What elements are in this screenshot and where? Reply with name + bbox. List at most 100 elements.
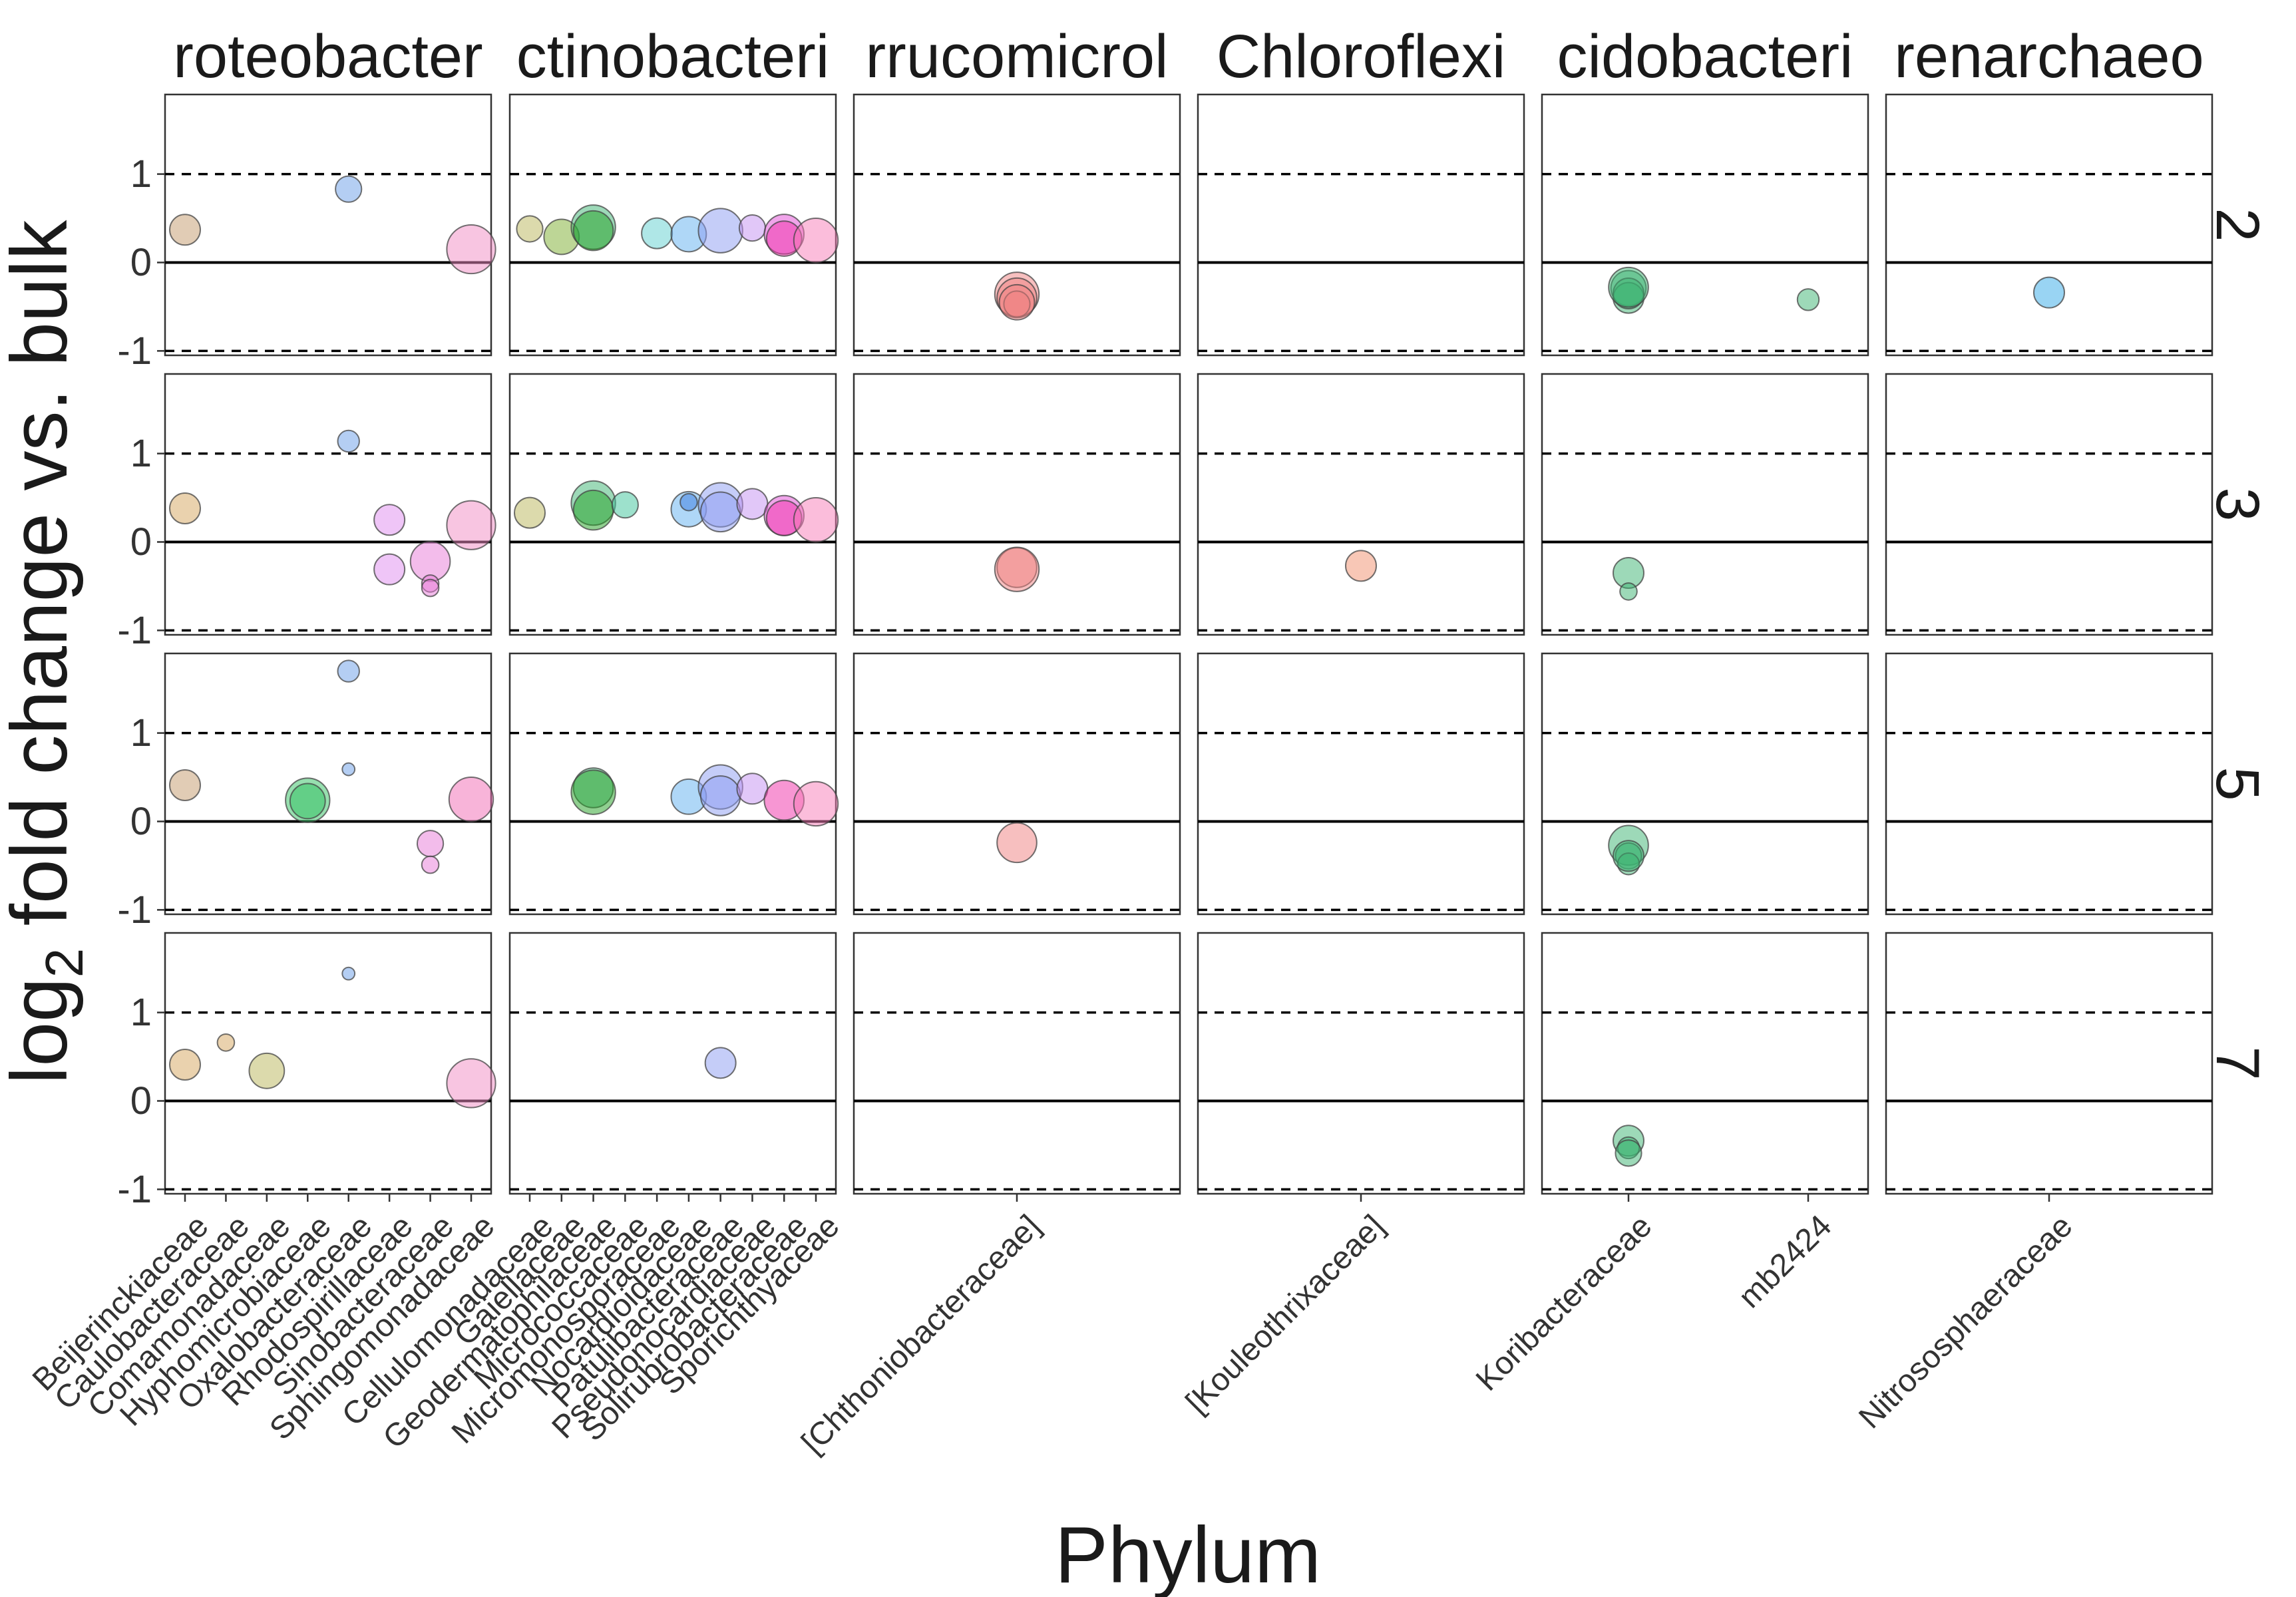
data-point: [1796, 288, 1820, 311]
data-point: [1613, 840, 1644, 872]
facet-panel: [164, 373, 492, 636]
facet-panel: [1885, 652, 2213, 916]
facet-panel: [853, 652, 1181, 916]
facet-panel: [853, 932, 1181, 1195]
data-point: [373, 553, 406, 586]
row-facet-label: 3: [2203, 487, 2271, 521]
facet-panel: [164, 93, 492, 357]
data-point: [697, 208, 743, 254]
panel-border: [1197, 373, 1525, 636]
y-tick-label: 0: [130, 800, 152, 843]
data-point: [169, 214, 201, 246]
strip-title: renarchaeo: [1894, 23, 2203, 90]
data-point: [570, 769, 616, 815]
data-point: [641, 217, 673, 250]
panel-border: [1541, 373, 1869, 636]
data-point: [572, 489, 614, 531]
panel-border: [1541, 93, 1869, 357]
data-point: [373, 504, 406, 536]
data-point: [793, 781, 839, 827]
y-tick-label: 0: [130, 241, 152, 284]
panel-border: [508, 652, 837, 916]
facet-panel: [1197, 932, 1525, 1195]
data-point: [421, 855, 440, 874]
data-point: [611, 491, 639, 519]
data-point: [335, 175, 363, 203]
data-point: [446, 500, 496, 550]
data-point: [446, 1058, 496, 1109]
data-point: [421, 578, 440, 598]
data-point: [2033, 276, 2065, 309]
y-tick-label: 1: [130, 991, 152, 1034]
data-point: [736, 773, 769, 805]
strip-title: ctinobacteri: [516, 23, 829, 90]
data-point: [793, 497, 839, 543]
panel-border: [1885, 93, 2213, 357]
facet-panel: [1885, 93, 2213, 357]
y-axis-title: log2 fold change vs. bulk: [0, 220, 94, 1085]
row-facet-label: 7: [2203, 1046, 2271, 1080]
facet-panel: [508, 652, 837, 916]
facet-panel: [1885, 373, 2213, 636]
panel-border: [1197, 93, 1525, 357]
data-point: [998, 283, 1036, 321]
panel-border: [853, 373, 1181, 636]
x-axis-title: Phylum: [1055, 1510, 1321, 1597]
strip-title: cidobacteri: [1557, 23, 1853, 90]
row-facet-label: 5: [2203, 767, 2271, 800]
data-point: [1345, 550, 1377, 582]
panel-border: [1197, 932, 1525, 1195]
y-tick-label: -1: [117, 888, 152, 932]
facet-panel: [1541, 932, 1869, 1195]
facet-panel: [164, 652, 492, 916]
panel-border: [853, 932, 1181, 1195]
data-point: [704, 1047, 737, 1079]
data-point: [341, 762, 356, 777]
data-point: [337, 429, 360, 453]
data-point: [446, 224, 496, 275]
data-point: [337, 659, 360, 683]
y-tick-label: -1: [117, 609, 152, 652]
panel-border: [164, 932, 492, 1195]
facet-panel: [164, 932, 492, 1195]
facet-panel: [853, 373, 1181, 636]
facet-panel: [1885, 932, 2213, 1195]
data-point: [994, 546, 1040, 592]
data-point: [341, 966, 356, 981]
data-point: [736, 488, 769, 520]
data-point: [416, 830, 445, 858]
data-point: [1608, 266, 1649, 308]
strip-title: Chloroflexi: [1217, 23, 1506, 90]
y-tick-label: 0: [130, 1079, 152, 1123]
data-point: [699, 491, 741, 533]
data-point: [1615, 1139, 1642, 1167]
row-facet-label: 2: [2203, 208, 2271, 242]
facet-panel: [1197, 652, 1525, 916]
data-point: [514, 496, 546, 529]
data-point: [1619, 582, 1638, 601]
strip-title: rrucomicrol: [866, 23, 1169, 90]
y-tick-label: 1: [130, 432, 152, 475]
facet-panel: [1541, 652, 1869, 916]
panel-border: [1541, 652, 1869, 916]
data-point: [448, 777, 494, 822]
panel-border: [1885, 652, 2213, 916]
facet-panel: [508, 932, 837, 1195]
facet-panel: [1197, 93, 1525, 357]
data-point: [679, 492, 698, 512]
data-point: [169, 492, 201, 524]
facet-panel: [1541, 373, 1869, 636]
panel-border: [164, 93, 492, 357]
data-point: [996, 822, 1038, 864]
data-point: [572, 210, 614, 252]
strip-title: roteobacter: [173, 23, 482, 90]
panel-border: [1885, 373, 2213, 636]
y-tick-label: -1: [117, 1168, 152, 1211]
data-point: [248, 1052, 286, 1089]
panel-border: [508, 932, 837, 1195]
y-tick-label: 1: [130, 152, 152, 196]
panel-border: [1885, 932, 2213, 1195]
data-point: [216, 1033, 236, 1052]
panel-border: [1541, 932, 1869, 1195]
